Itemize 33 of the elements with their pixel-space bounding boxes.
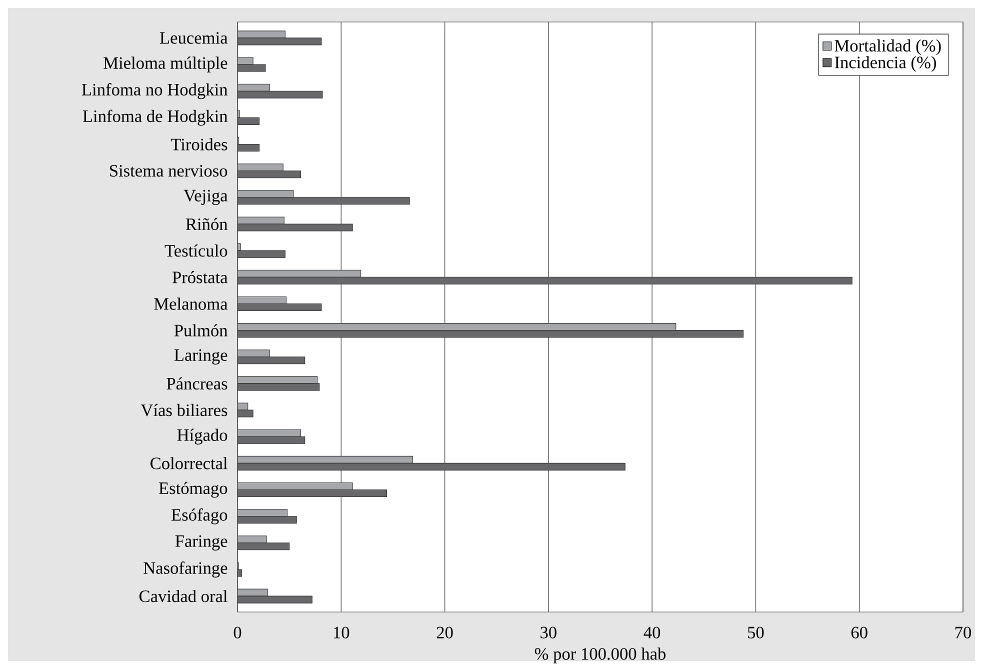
x-tick-label: 70	[955, 626, 972, 638]
y-tick-label: Colorrectal	[150, 457, 228, 470]
y-tick-label: Próstata	[172, 271, 228, 284]
y-tick-label: Esófago	[171, 508, 228, 524]
y-tick-label: Testículo	[164, 244, 228, 257]
y-tick-label: Sistema nervioso	[110, 165, 228, 177]
legend-label: Incidencia (%)	[834, 56, 936, 72]
legend-label: Mortalidad (%)	[834, 39, 941, 56]
x-tick-label: 0	[234, 626, 242, 638]
x-tick-label: 10	[334, 626, 350, 638]
y-tick-label: Mieloma múltiple	[104, 56, 228, 72]
y-tick-label: Riñón	[186, 218, 228, 230]
x-tick-label: 60	[851, 626, 868, 638]
x-axis-title: % por 100.000 hab	[534, 648, 666, 664]
y-tick-label: Linfoma de Hodgkin	[82, 110, 228, 126]
y-tick-label: Estómago	[158, 482, 228, 498]
x-tick-label: 40	[644, 626, 660, 638]
y-tick-label: Faringe	[175, 535, 228, 551]
y-tick-label: Hígado	[177, 428, 228, 444]
y-tick-label: Vías biliares	[140, 404, 228, 416]
x-tick-label: 20	[436, 626, 453, 638]
x-tick-label: 30	[540, 626, 556, 638]
y-tick-label: Páncreas	[166, 377, 228, 390]
y-tick-label: Melanoma	[154, 298, 228, 310]
y-tick-label: Vejiga	[184, 190, 228, 206]
y-tick-label: Pulmón	[174, 324, 228, 336]
y-tick-label: Cavidad oral	[139, 590, 228, 602]
y-tick-label: Linfoma no Hodgkin	[82, 83, 228, 100]
y-tick-label: Nasofaringe	[144, 562, 228, 578]
x-tick-label: 50	[748, 626, 764, 638]
y-tick-label: Laringe	[174, 349, 228, 364]
y-tick-label: Leucemia	[160, 32, 228, 44]
y-tick-label: Tiroides	[170, 138, 228, 150]
